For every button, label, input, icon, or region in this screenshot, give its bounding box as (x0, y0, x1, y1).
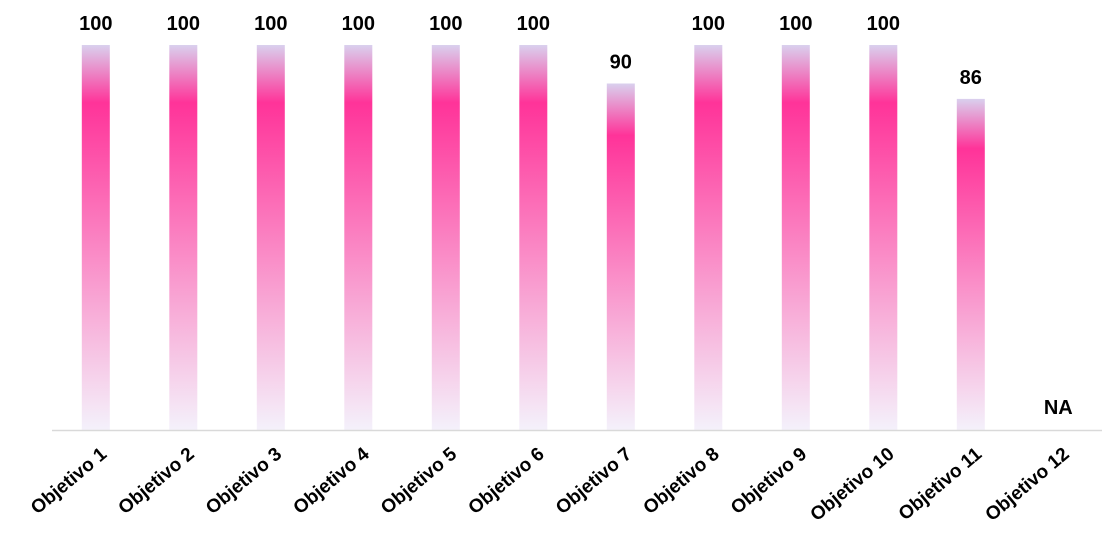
bar-11 (956, 98, 985, 431)
value-label-6: 100 (517, 13, 550, 35)
x-tick-label-4: Objetivo 4 (290, 443, 374, 518)
bar-2 (169, 45, 198, 430)
bar-3 (256, 45, 285, 430)
x-tick-label-12: Objetivo 12 (982, 444, 1074, 526)
value-label-4: 100 (342, 13, 375, 35)
bar-5 (431, 45, 460, 430)
value-label-2: 100 (167, 13, 200, 35)
x-tick-label-9: Objetivo 9 (727, 444, 811, 519)
x-tick-label-1: Objetivo 1 (27, 443, 111, 518)
value-label-11: 86 (960, 67, 982, 89)
value-label-7: 90 (610, 52, 632, 74)
value-labels-group: 100 100 100 100 100 100 90 100 100 100 86 NA (79, 13, 1073, 419)
value-label-12: NA (1044, 397, 1073, 419)
bar-1 (81, 45, 110, 430)
bar-4 (344, 45, 373, 430)
value-label-10: 100 (867, 13, 900, 35)
value-label-1: 100 (79, 13, 112, 35)
value-label-3: 100 (254, 13, 287, 35)
value-label-5: 100 (429, 13, 462, 35)
x-tick-label-5: Objetivo 5 (377, 443, 461, 518)
bar-9 (781, 45, 810, 430)
bar-10 (869, 45, 898, 430)
bar-8 (694, 45, 723, 430)
value-label-8: 100 (692, 13, 725, 35)
x-tick-label-2: Objetivo 2 (115, 444, 199, 519)
value-label-9: 100 (779, 13, 812, 35)
x-tick-labels-group: Objetivo 1 Objetivo 2 Objetivo 3 Objetivo 4… (27, 443, 1073, 525)
x-tick-label-3: Objetivo 3 (202, 444, 286, 519)
x-tick-label-8: Objetivo 8 (640, 444, 724, 519)
bar-7 (606, 83, 635, 430)
bars-group (81, 45, 985, 431)
bar-6 (519, 45, 548, 430)
x-tick-label-10: Objetivo 10 (807, 444, 899, 526)
x-tick-label-11: Objetivo 11 (895, 443, 986, 525)
x-tick-label-7: Objetivo 7 (552, 444, 636, 519)
x-tick-label-6: Objetivo 6 (465, 444, 549, 519)
